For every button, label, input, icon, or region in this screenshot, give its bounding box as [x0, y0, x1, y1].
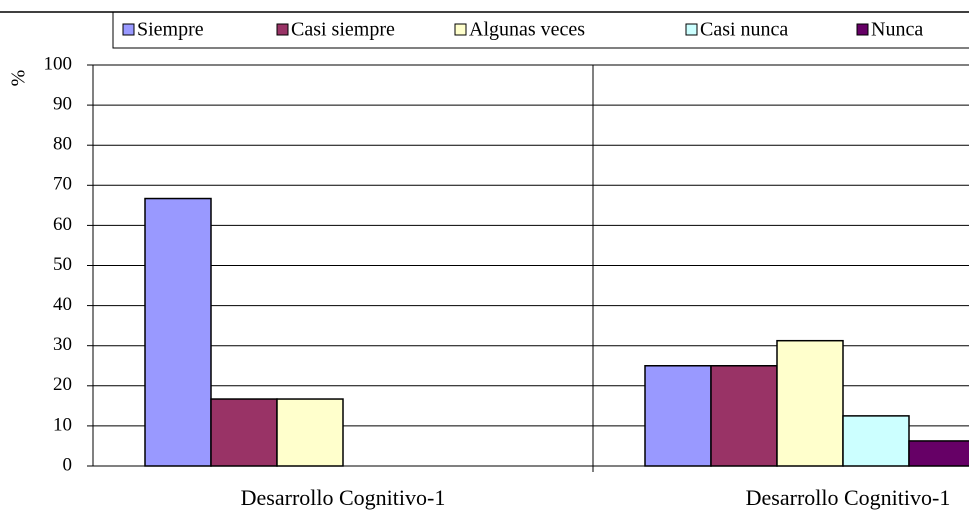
y-tick-label: 80: [53, 134, 72, 155]
legend-box: [112, 12, 969, 49]
bar: [210, 398, 278, 467]
legend-swatch: [856, 23, 869, 36]
bar: [776, 339, 844, 467]
bar: [644, 365, 712, 467]
legend-label: Algunas veces: [469, 19, 585, 41]
bar: [710, 365, 778, 467]
legend-swatch: [122, 23, 135, 36]
y-tick-label: 40: [53, 294, 72, 315]
y-tick-label: 10: [53, 414, 72, 435]
y-tick-label: 60: [53, 214, 72, 235]
legend-swatch: [276, 23, 289, 36]
x-tick-label: Desarrollo Cognitivo-1: [241, 485, 446, 510]
legend-swatch: [685, 23, 698, 36]
y-tick-label: 20: [53, 374, 72, 395]
y-axis-label: %: [8, 70, 30, 87]
y-tick-label: 70: [53, 174, 72, 195]
y-tick-label: 0: [63, 454, 73, 475]
legend-label: Siempre: [137, 19, 204, 41]
x-tick-label: Desarrollo Cognitivo-1: [746, 485, 951, 510]
bar: [276, 398, 344, 467]
y-tick-label: 50: [53, 254, 72, 275]
bar: [144, 197, 212, 467]
y-tick-label: 30: [53, 334, 72, 355]
y-tick-label: 100: [44, 53, 73, 74]
legend-label: Nunca: [871, 19, 923, 41]
legend-label: Casi siempre: [291, 19, 395, 41]
bar: [908, 440, 969, 467]
legend-label: Casi nunca: [700, 19, 788, 41]
bar: [842, 415, 910, 467]
legend-swatch: [454, 23, 467, 36]
y-tick-label: 90: [53, 93, 72, 114]
